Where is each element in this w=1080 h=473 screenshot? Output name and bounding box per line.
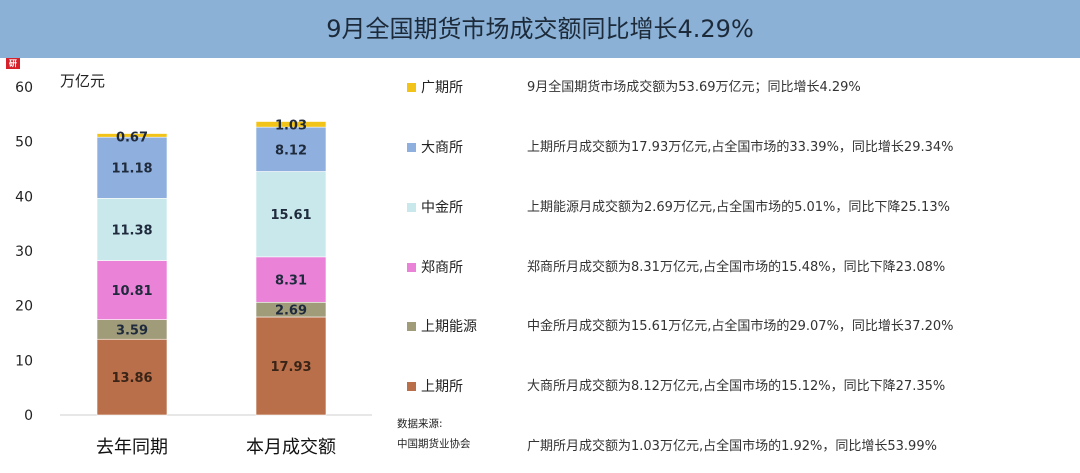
x-category-label: 本月成交额 xyxy=(246,437,336,458)
bar-segment xyxy=(96,198,168,261)
bar-segment xyxy=(255,121,327,128)
bar-value-label: 10.81 xyxy=(111,284,152,299)
legend-swatch xyxy=(407,322,416,331)
bar-value-label: 11.38 xyxy=(111,223,152,238)
legend-swatch xyxy=(407,143,416,152)
bar-value-label: 8.31 xyxy=(275,274,307,289)
bar-value-label: 1.03 xyxy=(275,118,307,133)
source-label: 数据来源: xyxy=(397,418,443,430)
bar-value-label: 17.93 xyxy=(270,360,311,375)
description-line: 大商所月成交额为8.12万亿元,占全国市场的15.12%，同比下降27.35% xyxy=(527,379,946,394)
bar-segment xyxy=(96,260,168,320)
description-line: 9月全国期货市场成交额为53.69万亿元；同比增长4.29% xyxy=(527,80,861,95)
y-tick-label: 60 xyxy=(15,80,33,96)
title-bar xyxy=(0,0,1080,58)
legend-swatch xyxy=(407,203,416,212)
y-axis-unit-label: 万亿元 xyxy=(60,72,105,90)
source-org: 中国期货业协会 xyxy=(397,438,471,450)
description-line: 上期能源月成交额为2.69万亿元,占全国市场的5.01%，同比下降25.13% xyxy=(527,200,950,215)
y-tick-label: 50 xyxy=(15,135,33,151)
page-title: 9月全国期货市场成交额同比增长4.29% xyxy=(326,15,754,43)
bar-segment xyxy=(255,126,327,172)
y-tick-label: 0 xyxy=(24,408,33,424)
stacked-bar-chart: 0 10 20 30 40 50 60 万亿元 13.86 3.59 10.81 11.38 11.… xyxy=(15,72,372,458)
legend-swatch xyxy=(407,382,416,391)
logo: 研 xyxy=(6,58,20,69)
description-line: 广期所月成交额为1.03万亿元,占全国市场的1.92%，同比增长53.99% xyxy=(527,439,937,454)
legend-swatch xyxy=(407,263,416,272)
legend-label: 中金所 xyxy=(421,200,463,216)
x-axis-labels: 去年同期 本月成交额 xyxy=(96,437,336,458)
legend-swatch xyxy=(407,83,416,92)
bar-value-label: 11.18 xyxy=(111,162,152,177)
bar-segment xyxy=(96,133,168,138)
y-tick-label: 10 xyxy=(15,353,33,369)
bar-value-label: 8.12 xyxy=(275,143,307,158)
bar-value-label: 3.59 xyxy=(116,323,148,338)
legend-label: 上期能源 xyxy=(421,319,477,335)
x-category-label: 去年同期 xyxy=(96,437,168,458)
description-line: 郑商所月成交额为8.31万亿元,占全国市场的15.48%，同比下降23.08% xyxy=(527,260,946,275)
y-tick-label: 20 xyxy=(15,299,33,315)
y-axis-ticks: 0 10 20 30 40 50 60 xyxy=(15,80,33,424)
y-tick-label: 30 xyxy=(15,244,33,260)
description-line: 中金所月成交额为15.61万亿元,占全国市场的29.07%，同比增长37.20% xyxy=(527,319,954,334)
legend-label: 郑商所 xyxy=(421,260,463,276)
legend-label: 广期所 xyxy=(421,80,463,96)
bar-value-label: 15.61 xyxy=(270,208,311,223)
bar-value-label: 13.86 xyxy=(111,371,152,386)
bar-segment xyxy=(255,171,327,258)
legend-label: 上期所 xyxy=(421,379,463,395)
legend-label: 大商所 xyxy=(421,140,463,156)
description-line: 上期所月成交额为17.93万亿元,占全国市场的33.39%，同比增长29.34% xyxy=(527,140,954,155)
bars-group: 13.86 3.59 10.81 11.38 11.18 0.67 17.93 2.69 8.3… xyxy=(96,118,327,416)
bar-value-label: 0.67 xyxy=(116,131,148,146)
y-tick-label: 40 xyxy=(15,189,33,205)
bar-segment xyxy=(96,338,168,416)
bar-value-label: 2.69 xyxy=(275,304,307,319)
